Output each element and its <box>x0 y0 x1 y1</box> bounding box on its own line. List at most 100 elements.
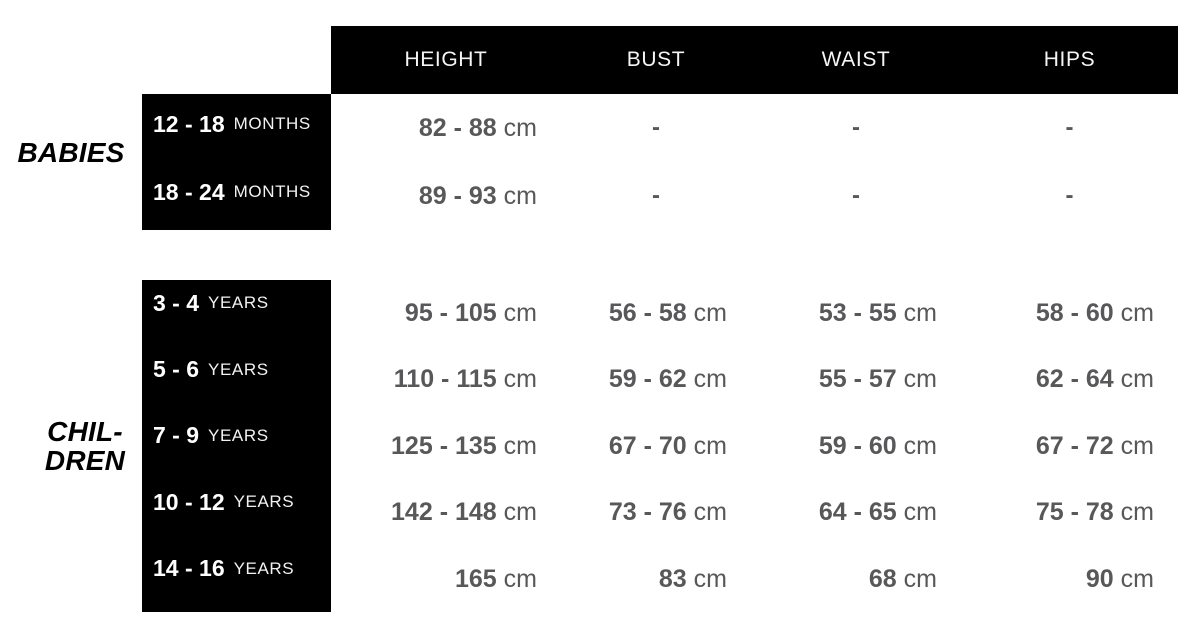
age-unit: MONTHS <box>233 182 311 201</box>
cell-value: 165 <box>454 564 497 593</box>
cell-hips: - <box>961 182 1178 210</box>
cell-dash: - <box>852 182 860 209</box>
group-label-babies: BABIES <box>0 138 142 167</box>
cell-unit: cm <box>693 364 727 393</box>
cell-waist: 68 cm <box>751 565 961 594</box>
cell-value: 82 - 88 <box>418 113 497 142</box>
cell-height: 89 - 93 cm <box>331 182 561 211</box>
cell-dash: - <box>652 182 660 209</box>
cell-value: 90 <box>1085 564 1114 593</box>
cell-height: 110 - 115 cm <box>331 365 561 394</box>
group-label-babies-line: BABIES <box>17 137 125 168</box>
table-row-10-12-years: 142 - 148 cm 73 - 76 cm 64 - 65 cm 75 - 78 c… <box>331 479 1178 545</box>
cell-waist: 53 - 55 cm <box>751 299 961 328</box>
cell-unit: cm <box>693 497 727 526</box>
cell-value: 64 - 65 <box>818 497 897 526</box>
age-range: 14 - 16 <box>153 555 225 582</box>
column-header-bust: BUST <box>626 48 686 71</box>
cell-bust: 73 - 76 cm <box>561 498 751 527</box>
age-row-7-9-years: 7 - 9 YEARS <box>142 403 331 469</box>
cell-value: 125 - 135 <box>391 431 497 460</box>
cell-bust: - <box>561 182 751 210</box>
cell-value: 89 - 93 <box>418 181 497 210</box>
cell-hips: 58 - 60 cm <box>961 299 1178 328</box>
cell-value: 75 - 78 <box>1035 497 1114 526</box>
age-row-18-24-months: 18 - 24 MONTHS <box>142 158 331 226</box>
cell-unit: cm <box>903 497 937 526</box>
table-row-14-16-years: 165 cm 83 cm 68 cm 90 cm <box>331 546 1178 612</box>
cell-value: 53 - 55 <box>818 298 897 327</box>
cell-unit: cm <box>693 431 727 460</box>
cell-dash: - <box>1065 182 1074 209</box>
cell-hips: - <box>961 114 1178 142</box>
cell-unit: cm <box>1120 431 1154 460</box>
cell-value: 58 - 60 <box>1035 298 1114 327</box>
children-age-box: 3 - 4 YEARS 5 - 6 YEARS 7 - 9 YEARS 10 -… <box>142 280 331 612</box>
cell-waist: 55 - 57 cm <box>751 365 961 394</box>
group-label-children-line-2: DREN <box>44 445 126 476</box>
age-unit: YEARS <box>208 359 269 379</box>
cell-hips: 67 - 72 cm <box>961 432 1178 461</box>
cell-hips: 90 cm <box>961 565 1178 594</box>
cell-unit: cm <box>503 431 537 460</box>
cell-waist: - <box>751 182 961 210</box>
age-range: 12 - 18 <box>153 110 225 137</box>
cell-bust: - <box>561 114 751 142</box>
cell-value: 83 <box>658 564 687 593</box>
age-row-14-16-years: 14 - 16 YEARS <box>142 536 331 602</box>
group-label-children-line-1: CHIL- <box>47 416 123 447</box>
cell-value: 59 - 60 <box>818 431 897 460</box>
cell-dash: - <box>1065 114 1074 141</box>
age-range: 10 - 12 <box>153 488 225 515</box>
cell-value: 142 - 148 <box>391 497 497 526</box>
cell-unit: cm <box>503 497 537 526</box>
cell-unit: cm <box>1120 298 1154 327</box>
cell-bust: 67 - 70 cm <box>561 432 751 461</box>
cell-height: 165 cm <box>331 565 561 594</box>
group-label-children: CHIL- DREN <box>0 417 142 475</box>
age-row-10-12-years: 10 - 12 YEARS <box>142 469 331 535</box>
table-row-12-18-months: 82 - 88 cm - - - <box>331 94 1178 162</box>
age-row-5-6-years: 5 - 6 YEARS <box>142 336 331 402</box>
cell-waist: 59 - 60 cm <box>751 432 961 461</box>
cell-unit: cm <box>1120 497 1154 526</box>
table-row-3-4-years: 95 - 105 cm 56 - 58 cm 53 - 55 cm 58 - 60 cm <box>331 280 1178 346</box>
cell-height: 82 - 88 cm <box>331 114 561 143</box>
cell-unit: cm <box>903 364 937 393</box>
cell-unit: cm <box>503 298 537 327</box>
cell-waist: - <box>751 114 961 142</box>
cell-hips: 62 - 64 cm <box>961 365 1178 394</box>
cell-waist: 64 - 65 cm <box>751 498 961 527</box>
table-row-5-6-years: 110 - 115 cm 59 - 62 cm 55 - 57 cm 62 - 64 c… <box>331 346 1178 412</box>
cell-height: 95 - 105 cm <box>331 299 561 328</box>
cell-value: 62 - 64 <box>1035 364 1114 393</box>
age-unit: YEARS <box>233 558 295 578</box>
cell-value: 67 - 70 <box>608 431 687 460</box>
cell-dash: - <box>652 114 660 141</box>
cell-bust: 56 - 58 cm <box>561 299 751 328</box>
cell-value: 55 - 57 <box>818 364 897 393</box>
cell-value: 73 - 76 <box>608 497 687 526</box>
cell-unit: cm <box>693 564 727 593</box>
cell-unit: cm <box>1120 364 1154 393</box>
cell-unit: cm <box>693 298 727 327</box>
cell-unit: cm <box>1120 564 1154 593</box>
age-row-3-4-years: 3 - 4 YEARS <box>142 270 331 336</box>
age-unit: YEARS <box>233 492 295 512</box>
cell-dash: - <box>852 114 860 141</box>
age-range: 5 - 6 <box>153 356 200 383</box>
age-range: 7 - 9 <box>153 422 200 449</box>
cell-unit: cm <box>503 181 537 210</box>
cell-value: 110 - 115 <box>393 364 497 393</box>
cell-bust: 83 cm <box>561 565 751 594</box>
cell-unit: cm <box>903 431 937 460</box>
cell-value: 56 - 58 <box>608 298 687 327</box>
age-range: 3 - 4 <box>153 289 200 316</box>
table-header-bar: HEIGHT BUST WAIST HIPS <box>331 26 1178 94</box>
table-row-7-9-years: 125 - 135 cm 67 - 70 cm 59 - 60 cm 67 - 72 c… <box>331 413 1178 479</box>
cell-value: 68 <box>868 564 897 593</box>
age-unit: YEARS <box>208 293 269 313</box>
babies-age-box: 12 - 18 MONTHS 18 - 24 MONTHS <box>142 94 331 230</box>
cell-unit: cm <box>503 364 537 393</box>
age-range: 18 - 24 <box>153 178 225 205</box>
